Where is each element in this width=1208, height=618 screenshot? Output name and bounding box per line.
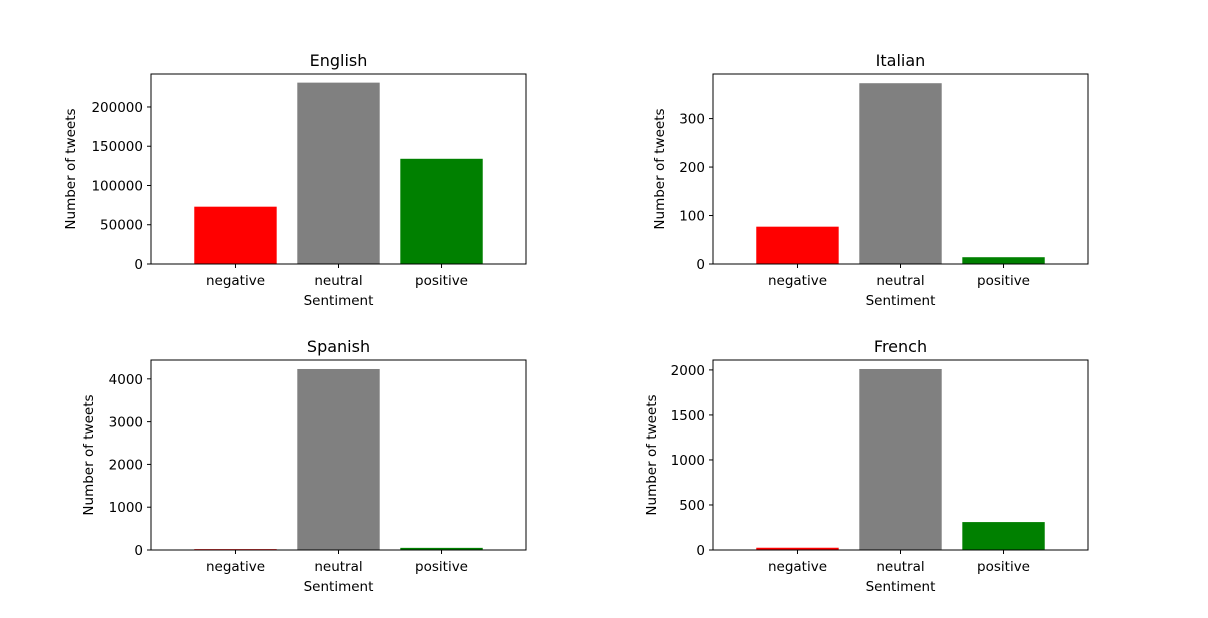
y-tick-label: 4000	[109, 372, 143, 388]
chart-spanish: negative neutral positive 0 1000 2000 3000 4000…	[81, 337, 527, 595]
bar-positive	[962, 257, 1045, 264]
x-tick-label: positive	[415, 273, 468, 289]
y-tick-label: 0	[696, 543, 705, 559]
y-tick-label: 500	[679, 498, 705, 514]
x-axis-label: Sentiment	[866, 293, 936, 309]
x-axis-label: Sentiment	[866, 579, 936, 595]
y-tick-label: 0	[134, 543, 143, 559]
y-axis-label: Number of tweets	[644, 394, 660, 515]
bar-neutral	[297, 82, 380, 265]
bar-neutral	[297, 368, 380, 550]
y-tick-label: 100	[679, 209, 705, 225]
y-tick-label: 3000	[109, 415, 143, 431]
x-tick-label: negative	[206, 559, 265, 575]
x-tick-label: neutral	[876, 559, 924, 575]
x-tick-label: neutral	[314, 273, 362, 289]
y-tick-label: 300	[679, 112, 705, 128]
x-tick-label: positive	[977, 273, 1030, 289]
y-tick-label: 2000	[671, 363, 705, 379]
y-tick-label: 1500	[671, 408, 705, 424]
y-axis-label: Number of tweets	[63, 108, 79, 229]
chart-title: French	[874, 337, 927, 356]
bar-negative	[756, 226, 839, 264]
y-tick-label: 50000	[100, 218, 143, 234]
y-tick-label: 0	[134, 257, 143, 273]
y-tick-label: 200	[679, 160, 705, 176]
bar-positive	[400, 158, 483, 264]
axes-frame	[150, 359, 527, 551]
x-tick-label: negative	[206, 273, 265, 289]
x-tick-label: negative	[768, 273, 827, 289]
x-axis-label: Sentiment	[304, 293, 374, 309]
x-tick-label: negative	[768, 559, 827, 575]
chart-french: negative neutral positive 0 500 1000 1500 2000 F…	[644, 337, 1089, 595]
bar-neutral	[859, 83, 942, 264]
x-axis-label: Sentiment	[304, 579, 374, 595]
y-tick-label: 1000	[671, 453, 705, 469]
y-tick-label: 1000	[109, 500, 143, 516]
bar-negative	[756, 547, 839, 550]
chart-italian: negative neutral positive 0 100 200 300 Italian…	[652, 51, 1089, 309]
bar-positive	[400, 547, 483, 550]
bar-positive	[962, 522, 1045, 550]
chart-title: Spanish	[307, 337, 370, 356]
y-tick-label: 2000	[109, 457, 143, 473]
bar-negative	[194, 206, 277, 264]
axes-frame	[150, 73, 527, 265]
x-tick-label: positive	[977, 559, 1030, 575]
y-tick-label: 100000	[91, 178, 143, 194]
axes-frame	[712, 359, 1089, 551]
x-tick-label: neutral	[314, 559, 362, 575]
x-tick-label: neutral	[876, 273, 924, 289]
y-axis-label: Number of tweets	[652, 108, 668, 229]
y-tick-label: 200000	[91, 100, 143, 116]
chart-english: negative neutral positive 0 50000 100000 15000…	[63, 51, 527, 309]
bar-neutral	[859, 369, 942, 550]
chart-title: English	[310, 51, 368, 70]
x-tick-label: positive	[415, 559, 468, 575]
chart-title: Italian	[876, 51, 926, 70]
y-tick-label: 150000	[91, 139, 143, 155]
axes-frame	[712, 73, 1089, 265]
y-axis-label: Number of tweets	[81, 394, 97, 515]
y-tick-label: 0	[696, 257, 705, 273]
